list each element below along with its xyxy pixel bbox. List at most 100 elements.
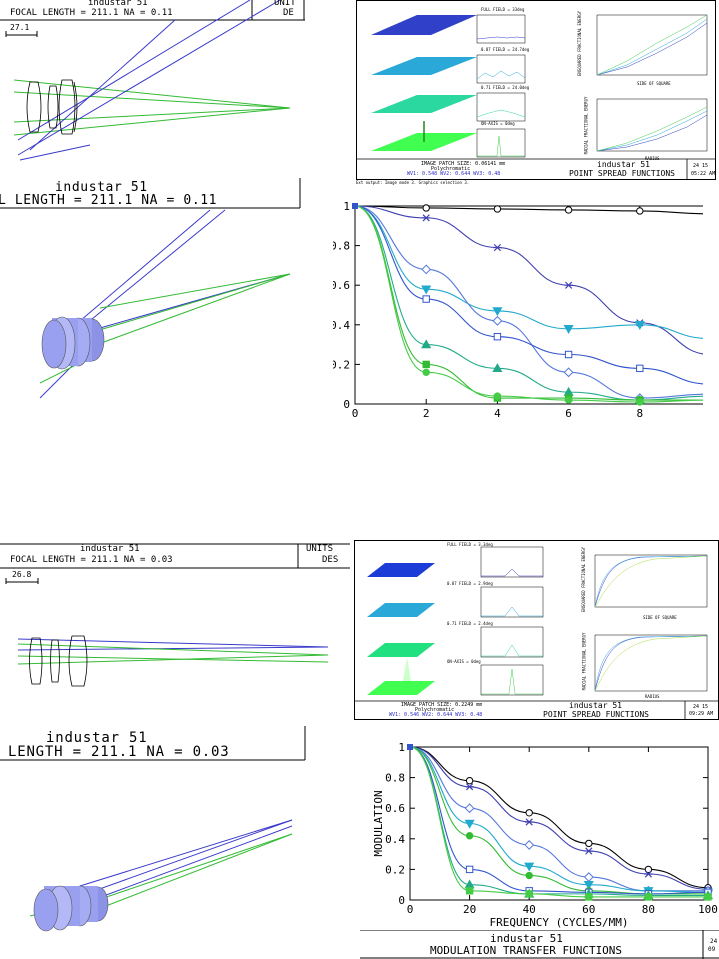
lens-3d-icon <box>33 885 109 932</box>
mtf-origin-point <box>352 203 358 209</box>
mtf-data-point <box>585 839 593 848</box>
mtf-y-tick-label: 0.8 <box>333 240 350 253</box>
mtf-x-tick-label: 100 <box>698 903 718 916</box>
mtf-data-point <box>704 893 712 901</box>
mtf-titleblock-subtitle: MODULATION TRANSFER FUNCTIONS <box>430 944 623 957</box>
mtf-y-tick-label: 1 <box>343 200 350 213</box>
mtf-data-point <box>585 893 593 901</box>
mtf-data-point <box>421 285 432 295</box>
psf-re-label: RADIAL FRACTIONAL ENERGY <box>583 96 589 155</box>
bottom-layout-title: industar 51 <box>80 544 140 554</box>
top-render-panel: industar 51 L LENGTH = 211.1 NA = 0.11 <box>0 178 305 408</box>
mtf-series-line <box>354 205 703 403</box>
mtf-series-line <box>409 746 709 890</box>
mtf-x-tick-label: 4 <box>494 407 501 420</box>
mtf-data-point <box>564 281 573 289</box>
mtf-series-3 <box>354 205 703 339</box>
top-layout-lenses <box>26 79 78 135</box>
mtf-data-point <box>564 350 573 359</box>
mtf-x-tick-label: 40 <box>523 903 536 916</box>
mtf-series-line <box>354 205 703 385</box>
psf-patch: IMAGE PATCH SIZE: 0.06141 mm <box>421 161 506 167</box>
bottom-layout-scale: 26.8 <box>12 570 32 579</box>
mtf-data-point <box>465 832 474 840</box>
mtf-data-point <box>525 890 533 898</box>
mtf-titleblock-corner2: 09 <box>708 946 716 953</box>
psf-small-plots <box>476 14 526 158</box>
psf-energy-plots <box>596 14 708 152</box>
mtf-series-line <box>409 746 708 898</box>
psf-time: 09:29 AM <box>689 711 714 717</box>
mtf-y-tick-label: 0.8 <box>385 772 405 785</box>
bottom-layout-rays <box>17 638 329 665</box>
top-render-rays <box>39 209 291 399</box>
psf-wv: WV1: 0.548 WV2: 0.644 WV3: 0.48 <box>407 171 501 177</box>
bottom-render-focal-line: LENGTH = 211.1 NA = 0.03 <box>8 744 230 760</box>
mtf-x-tick-label: 80 <box>642 903 655 916</box>
top-render-focal-line: L LENGTH = 211.1 NA = 0.11 <box>0 193 218 208</box>
psf-ee-xlabel: SIDE OF SQUARE <box>637 81 671 86</box>
bottom-render-frame <box>0 726 306 932</box>
mtf-data-point <box>644 893 653 901</box>
psf-field-label-2: 0.87 FIELD = 2.9deg <box>447 581 493 586</box>
mtf-series-1 <box>354 204 703 215</box>
top-layout-scale: 27.1 <box>10 23 30 32</box>
mtf-data-point <box>465 776 474 785</box>
mtf-data-point <box>421 339 432 349</box>
bottom-mtf-titleblock-frame <box>360 930 719 959</box>
psf-wv: WV1: 0.546 WV2: 0.644 WV3: 0.48 <box>389 712 483 718</box>
mtf-data-point <box>636 398 644 406</box>
top-layout-title: industar 51 <box>88 0 148 8</box>
psf-date: 24 15 <box>693 163 709 169</box>
mtf-x-tick-label: 2 <box>423 407 430 420</box>
bottom-mtf-titleblock: industar 51 MODULATION TRANSFER FUNCTION… <box>360 930 719 959</box>
bottom-render-title: industar 51 <box>46 730 148 746</box>
top-layout-rays <box>13 0 291 161</box>
top-layout-frame <box>0 0 305 161</box>
mtf-x-tick-label: 8 <box>636 407 643 420</box>
mtf-data-point <box>493 243 502 252</box>
top-layout-de: DE <box>283 8 294 18</box>
psf-field-label-1: FULL FIELD = 3.3deg <box>447 542 493 547</box>
mtf-series-line <box>354 205 703 339</box>
bottom-layout-lenses <box>29 635 88 687</box>
top-psf-graphics <box>357 14 715 179</box>
bottom-psf-graphics <box>355 546 718 719</box>
top-render-frame <box>0 178 301 399</box>
mtf-data-point <box>564 396 573 404</box>
mtf-series-line <box>409 746 708 896</box>
mtf-y-tick-label: 1 <box>398 741 405 754</box>
bottom-mtf-chart: 0 20 40 60 80 100 0 0.2 0.4 0.6 0.8 1 FREQUENCY (CYC… <box>372 741 718 929</box>
psf-poly: Polychromatic <box>431 166 471 172</box>
mtf-data-point <box>422 295 430 303</box>
mtf-series-7 <box>354 205 703 404</box>
psf-field-label-4: ON-AXIS = 0deg <box>481 121 515 126</box>
mtf-titleblock-corner: 24 <box>710 938 718 945</box>
psf-date: 24 15 <box>693 704 709 710</box>
psf-surface-icon <box>371 15 477 151</box>
bottom-layout-de: DES <box>322 555 339 565</box>
psf-ee-label: ENSQUARED FRACTIONAL ENERGY <box>577 10 583 77</box>
mtf-x-axis-label: FREQUENCY (CYCLES/MM) <box>489 916 628 929</box>
mtf-data-point <box>492 363 503 373</box>
psf-re-xlabel: RADIUS <box>645 156 660 161</box>
mtf-data-point <box>636 364 644 373</box>
psf-ee-label: ENSQUARED FRACTIONAL ENERGY <box>581 546 587 613</box>
mtf-data-point <box>563 325 574 334</box>
psf-field-label-3: 0.71 FIELD = 2.4deg <box>447 621 493 626</box>
mtf-data-point <box>464 803 475 814</box>
mtf-series-4 <box>354 205 703 403</box>
mtf-series-line <box>409 746 709 889</box>
mtf-data-point <box>583 881 594 890</box>
mtf-series-line <box>354 205 703 355</box>
mtf-y-tick-label: 0.4 <box>385 833 405 846</box>
mtf-data-point <box>465 865 474 874</box>
mtf-series-4 <box>409 746 714 898</box>
psf-field-label-2: 0.87 FIELD = 24.7deg <box>481 47 530 52</box>
mtf-data-point <box>492 315 503 326</box>
mtf-x-tick-label: 6 <box>565 407 572 420</box>
psf-title: industar 51 <box>597 160 650 169</box>
mtf-data-point <box>584 847 593 855</box>
mtf-data-point <box>524 862 535 872</box>
psf-subtitle: POINT SPREAD FUNCTIONS <box>569 169 675 178</box>
